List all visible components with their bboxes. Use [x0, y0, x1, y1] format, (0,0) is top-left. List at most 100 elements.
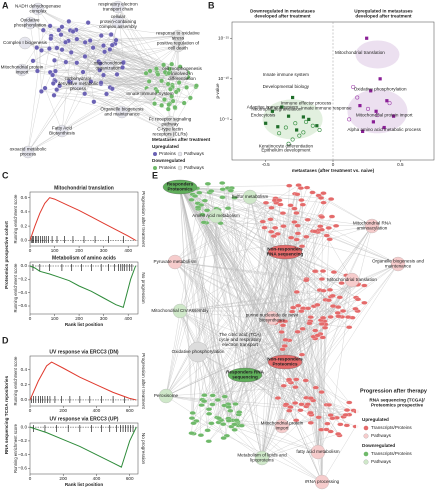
pathway-label: Complex I biogenesis	[3, 40, 48, 45]
pathway-node	[111, 0, 125, 14]
pathway-label: oxoacid metabolic process	[10, 147, 47, 157]
edge	[249, 196, 353, 318]
edge	[149, 45, 179, 72]
legend-swatch	[363, 433, 369, 439]
edge	[208, 339, 241, 414]
edge	[179, 186, 193, 419]
plot-frame	[29, 261, 139, 315]
gene-node	[225, 418, 233, 423]
edge	[353, 263, 399, 283]
y-tick-label: 0.0	[21, 424, 28, 429]
gene-node	[268, 205, 275, 210]
edge	[36, 47, 38, 71]
edge	[193, 196, 251, 424]
gene-node	[314, 302, 321, 307]
y-tick-label: 10⁻¹⁵	[218, 35, 229, 40]
edge	[100, 21, 119, 83]
protein-node	[42, 85, 48, 91]
edge	[215, 215, 344, 312]
edge	[215, 215, 304, 309]
edge	[53, 95, 123, 113]
x-tick-label: 200	[59, 408, 67, 413]
edge	[50, 25, 188, 78]
legend-entry: Pathways	[184, 151, 205, 156]
edge	[197, 299, 358, 353]
pathway-node	[187, 341, 209, 363]
protein-node	[169, 93, 175, 99]
y-tick-label: 0.0	[21, 397, 28, 402]
edge	[179, 186, 239, 426]
point	[276, 125, 280, 129]
edge	[117, 6, 174, 102]
gene-node	[272, 225, 279, 230]
edge	[307, 263, 399, 405]
edge	[207, 215, 217, 431]
protein-node	[59, 47, 65, 53]
edge	[261, 433, 339, 459]
gene-node	[198, 403, 205, 408]
edge	[284, 251, 325, 322]
point	[392, 114, 396, 118]
gene-node	[209, 402, 216, 407]
gene-node	[346, 400, 353, 405]
edge	[110, 87, 151, 95]
chart-title: Mitochondrial translation	[54, 185, 114, 191]
edge	[153, 97, 169, 105]
gene-node	[204, 428, 211, 433]
edge	[37, 8, 158, 75]
legend-swatch	[363, 459, 369, 465]
gene-node	[277, 202, 284, 207]
edge	[69, 34, 112, 82]
edge	[179, 186, 271, 220]
y-tick-label: −0.6	[18, 466, 28, 471]
line	[29, 197, 136, 241]
edge	[179, 186, 339, 435]
gene-node	[199, 212, 206, 217]
gene-node	[302, 378, 309, 383]
legend-swatch	[177, 151, 183, 157]
edge	[27, 64, 164, 153]
edge	[249, 196, 335, 273]
gene-node	[220, 422, 227, 427]
pathway-node	[167, 254, 183, 270]
point	[307, 117, 311, 122]
edge	[197, 216, 333, 353]
gene-node	[299, 202, 306, 207]
gene-node	[208, 189, 215, 193]
edge	[239, 339, 290, 411]
pathway-node	[111, 15, 125, 29]
gene-node	[280, 224, 287, 229]
edge	[179, 186, 194, 424]
edge	[70, 30, 99, 62]
edge	[179, 186, 210, 414]
edge	[191, 361, 286, 434]
protein-node	[88, 79, 94, 84]
x-tick-label: 0	[29, 316, 32, 321]
point	[304, 119, 309, 124]
gene-node	[320, 200, 327, 205]
pathway-label: mitochondrion organization	[94, 61, 123, 71]
y-tick-label: 10⁻¹⁰	[218, 76, 229, 81]
pathway-label: Organelle biogenesis and maintenance	[372, 259, 425, 269]
gene-node	[307, 396, 314, 401]
edge	[227, 208, 286, 363]
edge	[197, 351, 202, 436]
legend-entry: Proteins	[159, 165, 177, 170]
gene-node	[276, 198, 283, 203]
edge	[179, 297, 340, 312]
plot-frame	[29, 191, 139, 247]
edge	[284, 251, 310, 324]
edge	[231, 251, 286, 427]
edge	[27, 48, 50, 153]
line	[29, 361, 137, 401]
edge	[237, 251, 286, 424]
gene-node	[329, 293, 336, 298]
point	[283, 125, 288, 130]
protein-node	[50, 72, 56, 78]
edge	[106, 93, 171, 133]
pathway-label: Peroxisome	[154, 393, 179, 398]
pathway-node	[71, 77, 85, 91]
edge	[50, 47, 94, 73]
gene-node	[281, 344, 288, 348]
protein-node	[113, 37, 119, 43]
